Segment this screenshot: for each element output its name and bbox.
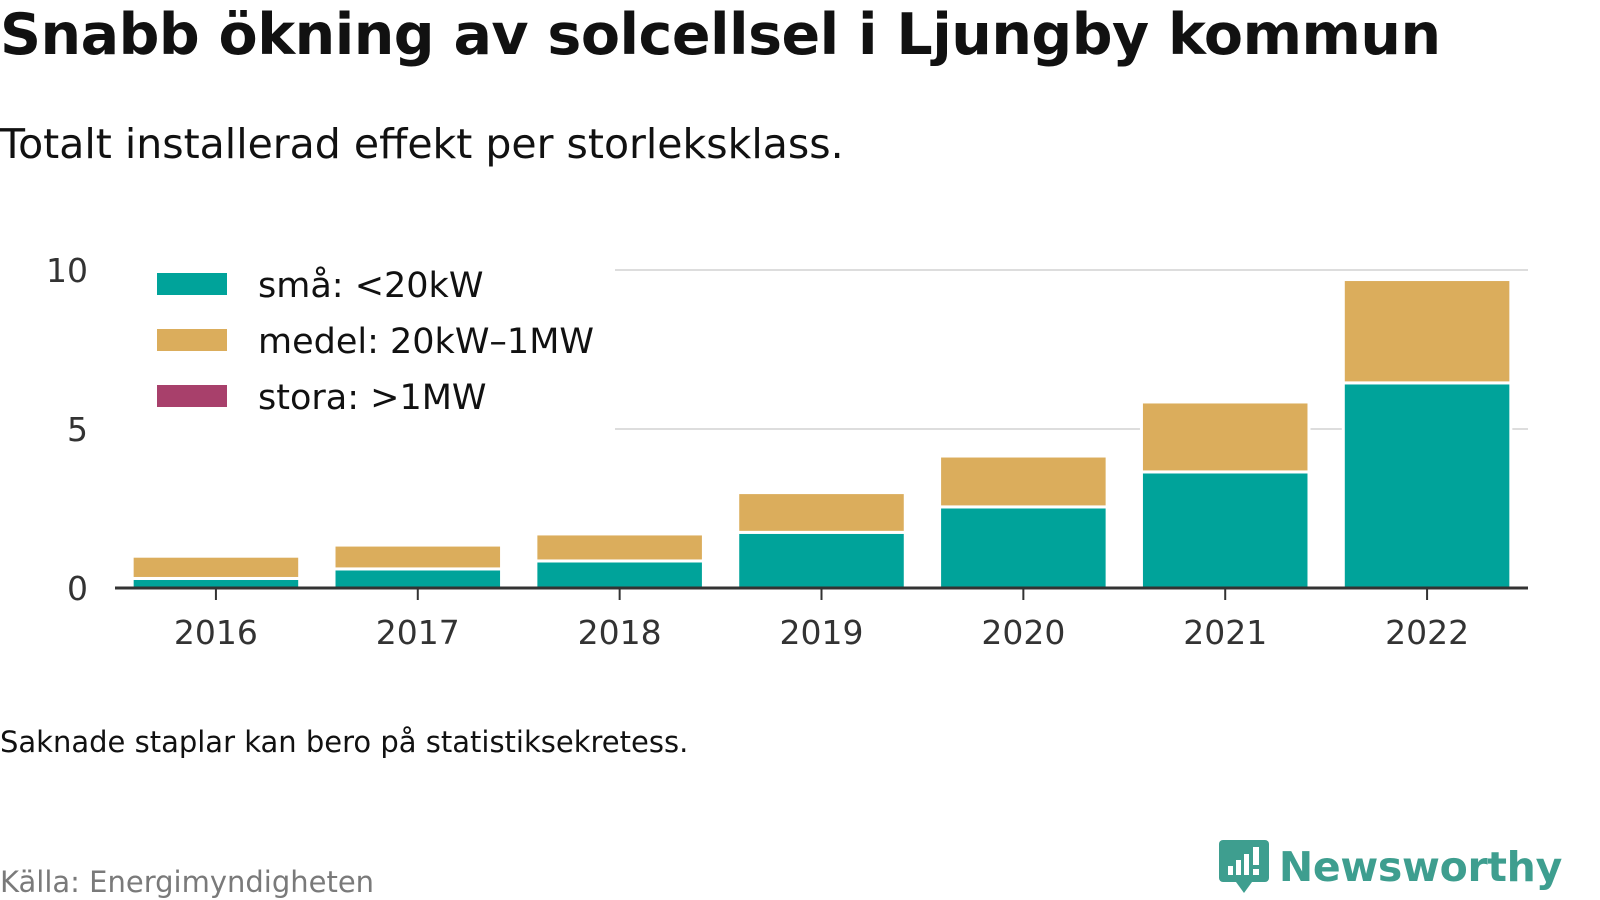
stacked-bar-chart: 0 5 10 små: <20kW medel: 20kW–1MW stora: >1MW… <box>46 251 1528 652</box>
chart-title: Snabb ökning av solcellsel i Ljungby kom… <box>0 2 1441 68</box>
x-tick-label: 2017 <box>376 613 460 652</box>
legend-swatch <box>157 385 227 407</box>
newsworthy-logo-icon <box>1218 840 1269 893</box>
x-tick-label: 2018 <box>578 613 662 652</box>
bar-medium-segment <box>130 554 302 580</box>
x-tick-label: 2022 <box>1385 613 1469 652</box>
legend-swatch <box>157 329 227 351</box>
x-tick-label: 2016 <box>174 613 258 652</box>
bar-small-segment <box>1341 381 1513 590</box>
bar-small-segment <box>534 559 705 590</box>
chart-subtitle: Totalt installerad effekt per storlekskl… <box>0 120 844 168</box>
bar-medium-segment <box>1341 278 1513 385</box>
x-tick-label: 2019 <box>780 613 864 652</box>
bar-small-segment <box>1139 470 1311 590</box>
bar-small-segment <box>938 505 1109 590</box>
bar-medium-segment <box>938 454 1109 509</box>
bar-medium-segment <box>736 491 907 534</box>
legend-label: medel: 20kW–1MW <box>258 322 594 362</box>
y-tick-label: 0 <box>67 569 88 608</box>
brand-logo: Newsworthy <box>1218 840 1562 894</box>
legend-swatch <box>157 273 227 295</box>
bar-medium-segment <box>332 543 504 571</box>
legend-label: små: <20kW <box>258 265 483 306</box>
legend-label: stora: >1MW <box>258 378 487 418</box>
y-tick-label: 10 <box>46 251 88 290</box>
chart-note: Saknade staplar kan bero på statistiksek… <box>0 725 689 759</box>
y-tick-label: 5 <box>67 410 88 449</box>
x-tick-label: 2021 <box>1183 613 1267 652</box>
bar-small-segment <box>332 567 504 590</box>
x-tick-label: 2020 <box>981 613 1065 652</box>
brand-name: Newsworthy <box>1278 843 1562 891</box>
bar-small-segment <box>736 530 907 590</box>
bar-medium-segment <box>534 532 705 563</box>
bar-medium-segment <box>1139 400 1311 474</box>
source-text: Källa: Energimyndigheten <box>0 865 375 899</box>
